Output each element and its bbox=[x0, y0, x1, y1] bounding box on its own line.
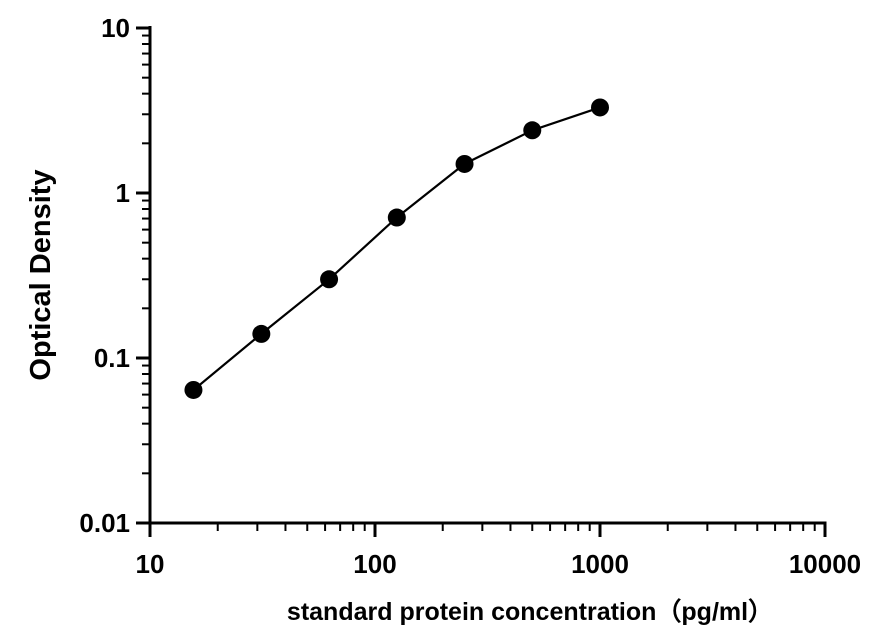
x-tick-label: 100 bbox=[353, 549, 396, 579]
y-tick-label: 0.1 bbox=[94, 343, 130, 373]
x-tick-label: 1000 bbox=[571, 549, 629, 579]
y-tick-label: 0.01 bbox=[79, 508, 130, 538]
y-tick-label: 10 bbox=[101, 13, 130, 43]
x-tick-label: 10 bbox=[136, 549, 165, 579]
series-line bbox=[192, 106, 601, 391]
series bbox=[184, 98, 609, 399]
ticks: 10 100 1000 10000 0.01 0.1 1 10 bbox=[79, 13, 861, 579]
y-tick-label: 1 bbox=[116, 178, 130, 208]
data-point bbox=[184, 380, 203, 399]
data-point bbox=[387, 208, 406, 227]
x-tick-label: 10000 bbox=[789, 549, 861, 579]
data-point bbox=[252, 324, 271, 343]
data-point bbox=[455, 154, 474, 173]
data-point bbox=[591, 98, 609, 117]
data-point bbox=[523, 121, 542, 140]
axes bbox=[148, 26, 827, 525]
x-axis-title: standard protein concentration（pg/ml） bbox=[287, 597, 773, 626]
y-axis-title: Optical Density bbox=[25, 169, 57, 380]
data-point bbox=[320, 270, 339, 289]
